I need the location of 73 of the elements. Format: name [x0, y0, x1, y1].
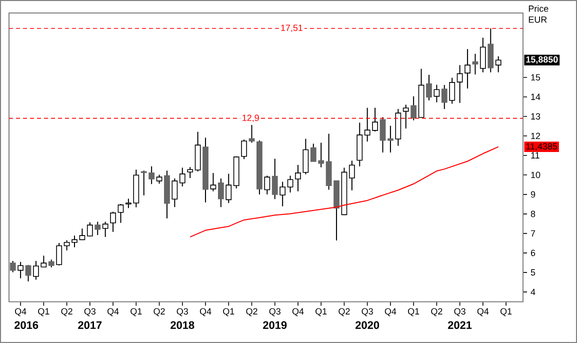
- x-tick-label: Q4: [477, 308, 489, 316]
- x-tick-label: Q2: [338, 308, 350, 316]
- candlestick: [480, 37, 486, 73]
- text: 2021: [448, 321, 472, 329]
- candlestick: [264, 175, 270, 195]
- x-tick-label: Q4: [107, 308, 119, 316]
- x-tick-label: Q3: [176, 308, 188, 316]
- x-tick-label: Q2: [431, 308, 442, 316]
- x-tick-label: Q2: [154, 308, 165, 316]
- text: 2020: [356, 321, 380, 329]
- x-tick-label: Q2: [246, 308, 258, 316]
- y-tick-label: 4: [530, 288, 536, 296]
- x-tick-label: Q4: [200, 308, 212, 316]
- y-tick-label: 7: [530, 230, 536, 237]
- candlestick: [456, 64, 463, 104]
- candlestick: [172, 178, 178, 208]
- candlestick: [464, 48, 470, 89]
- x-tick-label: Q3: [362, 308, 373, 316]
- y-tick-label: 12: [531, 132, 540, 140]
- y-tick-label: 5: [530, 269, 536, 276]
- text: 2018: [170, 321, 194, 329]
- x-tick-label: Q1: [130, 308, 142, 316]
- candlestick: [179, 167, 186, 187]
- candlestick: [187, 166, 194, 179]
- text: 2017: [78, 321, 102, 329]
- candlestick: [287, 175, 294, 193]
- y-tick-label: 11: [531, 152, 540, 158]
- candlestick: [402, 104, 409, 129]
- candlestick: [18, 261, 24, 279]
- candlestick: [64, 240, 70, 251]
- x-tick-label: Q1: [408, 308, 420, 316]
- candlestick: [449, 77, 456, 104]
- candlestick: [86, 222, 93, 237]
- text: 2016: [14, 321, 38, 329]
- x-tick-label: Q3: [454, 308, 466, 316]
- x-tick-label: Q1: [223, 308, 234, 316]
- candlestick: [25, 264, 32, 282]
- y-tick-label: 13: [531, 113, 540, 120]
- x-tick-label: Q1: [500, 308, 512, 316]
- candlestick: [348, 160, 355, 191]
- x-tick-label: Q3: [269, 308, 280, 316]
- candlestick: [118, 203, 124, 224]
- candlestick: [472, 53, 478, 75]
- y-tick-label: 14: [531, 94, 540, 100]
- x-tick-label: Q4: [384, 308, 396, 316]
- text: 2019: [263, 321, 287, 329]
- candlestick: [495, 56, 502, 73]
- candlestick: [56, 242, 62, 266]
- candlestick: [434, 84, 440, 103]
- y-tick-label: 6: [530, 250, 536, 256]
- y-tick-label: 10: [531, 172, 540, 178]
- candlestick: [226, 173, 232, 204]
- ref-line-label: 12,9: [242, 114, 259, 122]
- x-tick-label: Q3: [84, 308, 96, 316]
- x-tick-label: Q1: [316, 308, 327, 316]
- x-tick-label: Q1: [38, 308, 50, 316]
- candlestick: [210, 172, 216, 192]
- candlestick: [102, 221, 108, 238]
- candlestick: [280, 181, 286, 207]
- candlestick: [110, 211, 116, 232]
- y-tick-label: 15: [531, 74, 540, 81]
- text: 15,8850: [526, 56, 558, 64]
- candlestick: [380, 116, 386, 153]
- candlestick: [72, 235, 78, 248]
- ref-line-label: 17,51: [281, 24, 302, 32]
- y-tick-label: 9: [530, 191, 536, 198]
- x-tick-label: Q4: [292, 308, 304, 316]
- x-tick-label: Q4: [15, 308, 26, 316]
- y-tick-label: 8: [530, 210, 536, 218]
- text: 11,4385: [526, 143, 558, 151]
- y-axis-title: Price EUR: [528, 5, 548, 23]
- candlestick: [248, 124, 255, 144]
- x-tick-label: Q2: [61, 308, 72, 316]
